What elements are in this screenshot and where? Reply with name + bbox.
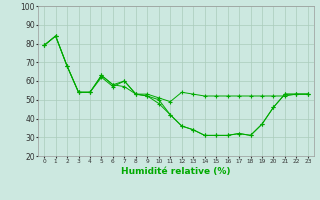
- X-axis label: Humidité relative (%): Humidité relative (%): [121, 167, 231, 176]
